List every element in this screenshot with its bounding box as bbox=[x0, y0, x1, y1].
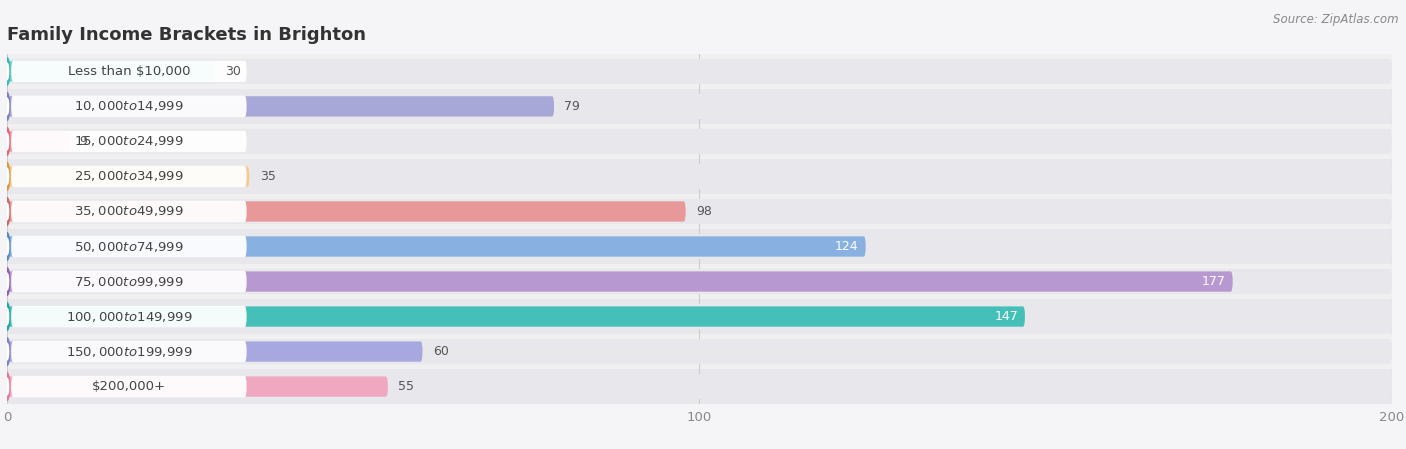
FancyBboxPatch shape bbox=[11, 236, 246, 257]
FancyBboxPatch shape bbox=[7, 201, 686, 222]
Text: 55: 55 bbox=[398, 380, 415, 393]
Bar bbox=[7, 54, 1392, 89]
Text: $75,000 to $99,999: $75,000 to $99,999 bbox=[75, 274, 184, 289]
Text: $15,000 to $24,999: $15,000 to $24,999 bbox=[75, 134, 184, 149]
Text: 35: 35 bbox=[260, 170, 276, 183]
FancyBboxPatch shape bbox=[11, 96, 246, 117]
Circle shape bbox=[6, 343, 8, 360]
Text: $50,000 to $74,999: $50,000 to $74,999 bbox=[75, 239, 184, 254]
FancyBboxPatch shape bbox=[7, 166, 249, 187]
Circle shape bbox=[4, 198, 10, 225]
Circle shape bbox=[6, 308, 8, 325]
FancyBboxPatch shape bbox=[7, 131, 69, 152]
Text: Less than $10,000: Less than $10,000 bbox=[67, 65, 190, 78]
Circle shape bbox=[6, 378, 8, 395]
Circle shape bbox=[4, 92, 10, 120]
Text: 79: 79 bbox=[564, 100, 581, 113]
FancyBboxPatch shape bbox=[11, 61, 246, 82]
Bar bbox=[7, 194, 1392, 229]
Circle shape bbox=[6, 238, 8, 255]
FancyBboxPatch shape bbox=[11, 341, 246, 362]
Circle shape bbox=[6, 168, 8, 185]
Text: $35,000 to $49,999: $35,000 to $49,999 bbox=[75, 204, 184, 219]
FancyBboxPatch shape bbox=[11, 131, 246, 152]
Circle shape bbox=[4, 373, 10, 401]
FancyBboxPatch shape bbox=[7, 271, 1233, 292]
FancyBboxPatch shape bbox=[7, 374, 1392, 399]
Text: 147: 147 bbox=[994, 310, 1018, 323]
Circle shape bbox=[6, 98, 8, 115]
Bar bbox=[7, 264, 1392, 299]
FancyBboxPatch shape bbox=[7, 236, 866, 257]
Text: Source: ZipAtlas.com: Source: ZipAtlas.com bbox=[1274, 13, 1399, 26]
Bar bbox=[7, 229, 1392, 264]
FancyBboxPatch shape bbox=[7, 234, 1392, 259]
FancyBboxPatch shape bbox=[7, 269, 1392, 294]
Circle shape bbox=[6, 273, 8, 290]
Text: Family Income Brackets in Brighton: Family Income Brackets in Brighton bbox=[7, 26, 366, 44]
Bar bbox=[7, 369, 1392, 404]
Circle shape bbox=[4, 128, 10, 155]
Bar bbox=[7, 124, 1392, 159]
FancyBboxPatch shape bbox=[7, 164, 1392, 189]
FancyBboxPatch shape bbox=[11, 306, 246, 327]
Circle shape bbox=[4, 303, 10, 330]
Circle shape bbox=[6, 133, 8, 150]
FancyBboxPatch shape bbox=[7, 304, 1392, 329]
Text: $150,000 to $199,999: $150,000 to $199,999 bbox=[66, 344, 193, 359]
Circle shape bbox=[4, 57, 10, 85]
Text: $10,000 to $14,999: $10,000 to $14,999 bbox=[75, 99, 184, 114]
FancyBboxPatch shape bbox=[7, 306, 1025, 327]
Circle shape bbox=[4, 233, 10, 260]
Circle shape bbox=[4, 163, 10, 190]
Bar bbox=[7, 89, 1392, 124]
FancyBboxPatch shape bbox=[7, 376, 388, 397]
FancyBboxPatch shape bbox=[11, 201, 246, 222]
FancyBboxPatch shape bbox=[7, 61, 215, 82]
Text: $25,000 to $34,999: $25,000 to $34,999 bbox=[75, 169, 184, 184]
FancyBboxPatch shape bbox=[11, 166, 246, 187]
Bar bbox=[7, 159, 1392, 194]
Bar bbox=[7, 334, 1392, 369]
FancyBboxPatch shape bbox=[11, 376, 246, 397]
FancyBboxPatch shape bbox=[7, 96, 554, 117]
Text: 9: 9 bbox=[80, 135, 87, 148]
Text: 98: 98 bbox=[696, 205, 711, 218]
Circle shape bbox=[4, 268, 10, 295]
Bar bbox=[7, 299, 1392, 334]
Text: 60: 60 bbox=[433, 345, 449, 358]
FancyBboxPatch shape bbox=[7, 59, 1392, 84]
FancyBboxPatch shape bbox=[7, 339, 1392, 364]
Text: $200,000+: $200,000+ bbox=[91, 380, 166, 393]
Circle shape bbox=[6, 203, 8, 220]
FancyBboxPatch shape bbox=[11, 271, 246, 292]
Circle shape bbox=[4, 338, 10, 365]
FancyBboxPatch shape bbox=[7, 94, 1392, 119]
Text: 30: 30 bbox=[225, 65, 240, 78]
FancyBboxPatch shape bbox=[7, 341, 423, 362]
Text: $100,000 to $149,999: $100,000 to $149,999 bbox=[66, 309, 193, 324]
Circle shape bbox=[6, 63, 8, 80]
Text: 124: 124 bbox=[835, 240, 859, 253]
FancyBboxPatch shape bbox=[7, 129, 1392, 154]
FancyBboxPatch shape bbox=[7, 199, 1392, 224]
Text: 177: 177 bbox=[1202, 275, 1226, 288]
